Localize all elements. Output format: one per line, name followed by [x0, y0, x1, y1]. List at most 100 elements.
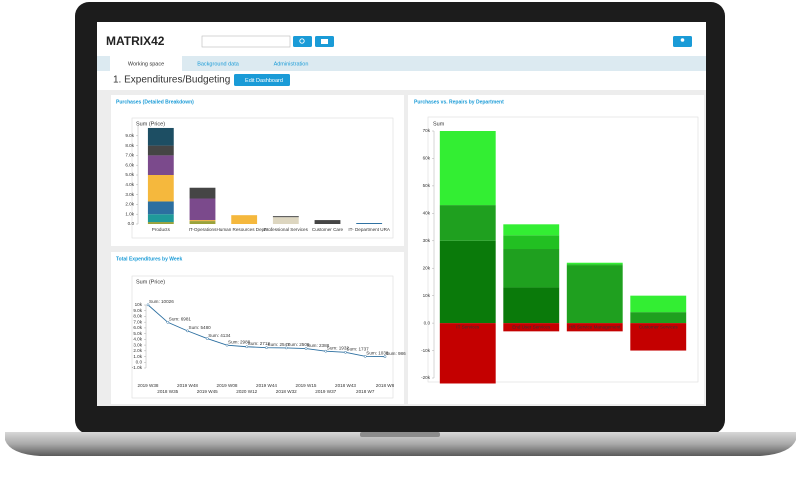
- panel-title: Purchases vs. Repairs by Department: [414, 99, 504, 105]
- page-title: 1. Expenditures/Budgeting: [113, 75, 230, 86]
- bar-segment: [147, 201, 174, 215]
- bar-segment: [272, 216, 299, 218]
- value-label: Sum: 5480: [189, 325, 212, 330]
- y-tick-label: 2.0k: [125, 202, 134, 207]
- button-label[interactable]: Edit Dashboard: [245, 78, 283, 84]
- y-tick-label: 30k: [423, 238, 431, 243]
- point: [186, 329, 189, 333]
- value-label: Sum: 1737: [347, 347, 370, 352]
- bar-segment: [503, 249, 560, 288]
- bar-segment: [272, 217, 299, 224]
- panel-title: Total Expenditures by Week: [116, 256, 182, 262]
- y-tick-label: 8.0k: [125, 143, 134, 148]
- bar-segment: [147, 214, 174, 223]
- bar-segment: [147, 127, 174, 146]
- tab[interactable]: Administration: [274, 61, 309, 67]
- bar-segment: [503, 323, 560, 332]
- logo: MATRIX42: [106, 34, 165, 48]
- x-tick-label: 2018 W8: [376, 383, 395, 388]
- value-label: Sum: 2988: [228, 339, 251, 344]
- y-tick-label: -1.0k: [132, 365, 143, 370]
- y-axis-label: Sum (Price): [136, 121, 165, 127]
- x-tick-label: IT Services: [456, 324, 480, 329]
- bar-segment: [503, 235, 560, 250]
- point: [146, 303, 150, 307]
- y-tick-label: 1.0k: [133, 354, 142, 359]
- bar-segment: [630, 295, 687, 313]
- value-label: Sum: 2712: [248, 341, 271, 346]
- x-tick-label: 2019 W45: [197, 389, 218, 394]
- point: [324, 349, 328, 353]
- x-tick-label: Customer Services: [639, 324, 679, 329]
- x-tick-label: 2018 W7: [356, 389, 375, 394]
- bar-segment: [147, 145, 174, 156]
- panel-title: Purchases (Detailed Breakdown): [116, 99, 194, 105]
- search-icon: [299, 38, 305, 44]
- x-tick-label: IT- Department URA: [348, 227, 391, 232]
- bar-segment: [503, 224, 560, 236]
- panel: [111, 252, 404, 404]
- point: [265, 346, 268, 350]
- x-tick-label: Professional Services: [264, 227, 309, 232]
- x-tick-label: 2019 W37: [315, 389, 336, 394]
- y-tick-label: 40k: [423, 211, 431, 216]
- bar-segment: [314, 220, 341, 224]
- laptop-base: [5, 432, 796, 456]
- point: [225, 343, 229, 347]
- value-label: Sum: 2547: [268, 342, 291, 347]
- x-tick-label: 2019 W15: [296, 383, 317, 388]
- y-tick-label: 70k: [423, 128, 431, 133]
- bar-segment: [189, 187, 216, 199]
- y-tick-label: 4.0k: [125, 182, 134, 187]
- tab[interactable]: Working space: [128, 61, 164, 67]
- y-tick-label: 0.0: [136, 359, 143, 364]
- value-label: Sum: 1932: [327, 345, 350, 350]
- x-tick-label: HR Service Management: [569, 324, 621, 329]
- point: [383, 355, 387, 358]
- value-label: Sum: 10026: [149, 299, 174, 304]
- y-tick-label: 7.0k: [133, 319, 142, 324]
- tab[interactable]: Background data: [197, 61, 240, 67]
- x-tick-label: Products: [152, 227, 171, 232]
- bar-segment: [439, 131, 496, 206]
- y-axis-label: Sum: [433, 121, 445, 127]
- active-tab[interactable]: [110, 56, 182, 71]
- point: [284, 346, 288, 350]
- value-label: Sum: 6981: [169, 317, 192, 322]
- y-tick-label: -20k: [421, 375, 431, 380]
- y-tick-label: -10k: [421, 348, 431, 353]
- value-label: Sum: 2508: [287, 342, 310, 347]
- bar-segment: [356, 223, 383, 224]
- value-label: Sum: 2388: [307, 343, 330, 348]
- x-tick-label: Human Resources Depar...: [216, 227, 271, 232]
- chart-frame: [131, 275, 394, 399]
- bar-segment: [503, 287, 560, 324]
- x-tick-label: 2019 W38: [138, 383, 159, 388]
- y-tick-label: 0.0: [128, 221, 135, 226]
- bar-segment: [189, 198, 216, 221]
- search-input[interactable]: [201, 35, 291, 48]
- bar-segment: [439, 205, 496, 241]
- value-label: Sum: 4134: [208, 333, 231, 338]
- bar-segment: [439, 323, 496, 384]
- bar-segment: [189, 221, 216, 224]
- y-tick-label: 3.0k: [125, 192, 134, 197]
- chart-frame: [131, 117, 394, 239]
- y-tick-label: 9.0k: [125, 133, 134, 138]
- x-tick-label: 2018 W43: [335, 383, 356, 388]
- y-tick-label: 7.0k: [125, 153, 134, 158]
- chart-frame: [427, 116, 699, 383]
- edit-dashboard-button[interactable]: [234, 74, 290, 86]
- tab-bar: [97, 56, 706, 71]
- bar-segment: [231, 215, 258, 224]
- notch: [360, 432, 440, 437]
- x-tick-label: 2019 W44: [256, 383, 277, 388]
- x-tick-label: 2019 W08: [217, 383, 238, 388]
- bar-segment: [566, 262, 623, 265]
- y-tick-label: 5.0k: [133, 331, 142, 336]
- y-tick-label: 1.0k: [125, 211, 134, 216]
- search-button[interactable]: [293, 36, 312, 47]
- x-tick-label: IT-Operations: [189, 227, 218, 232]
